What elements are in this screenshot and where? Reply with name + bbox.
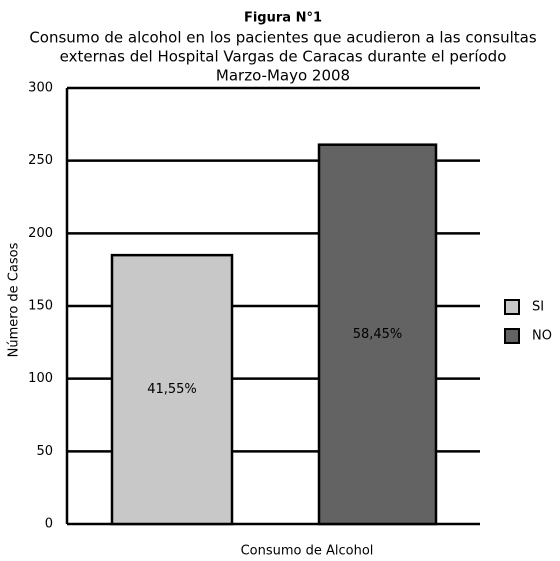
bar-label: 58,45% <box>353 327 403 342</box>
y-tick-label: 50 <box>36 444 53 459</box>
y-tick-label: 250 <box>28 153 53 168</box>
legend-label: NO <box>532 329 552 344</box>
bar-label: 41,55% <box>147 382 197 397</box>
bar <box>317 143 438 526</box>
chart-subtitle: externas del Hospital Vargas de Caracas … <box>60 48 507 66</box>
chart-subtitle: Marzo-Mayo 2008 <box>216 67 350 85</box>
bar <box>110 253 234 526</box>
chart-subtitle: Consumo de alcohol en los pacientes que … <box>29 29 537 47</box>
legend-label: SI <box>532 300 544 315</box>
legend-swatch <box>504 328 520 344</box>
y-tick-label: 300 <box>28 81 53 96</box>
y-tick-label: 0 <box>45 517 53 532</box>
y-tick-label: 150 <box>28 299 53 314</box>
legend-swatch <box>504 299 520 315</box>
chart-title: Figura N°1 <box>244 11 322 26</box>
x-axis-label: Consumo de Alcohol <box>241 544 374 559</box>
y-tick-label: 100 <box>28 371 53 386</box>
y-tick-label: 200 <box>28 226 53 241</box>
y-axis-label: Número de Casos <box>7 242 22 357</box>
